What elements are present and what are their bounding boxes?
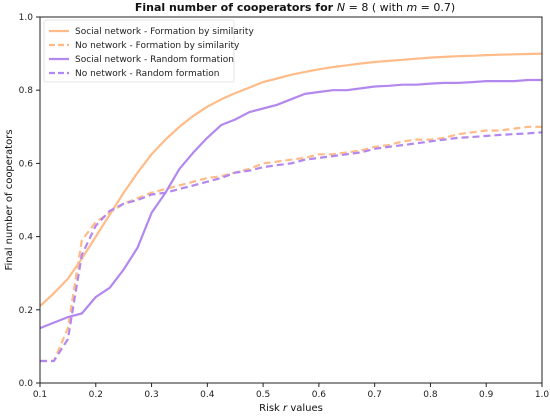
plot-area bbox=[39, 52, 543, 363]
series-line-2 bbox=[40, 125, 542, 363]
series-line-1 bbox=[39, 52, 543, 307]
x-tick-label: 0.4 bbox=[200, 390, 215, 400]
y-tick-label: 0.2 bbox=[19, 306, 33, 316]
y-tick-label: 1.0 bbox=[19, 13, 34, 23]
series-line-3 bbox=[39, 78, 542, 330]
x-axis: 0.1 0.2 0.3 0.4 0.5 0.6 0.7 0.8 0.9 1.0 bbox=[33, 383, 550, 400]
legend-label: No network - Formation by similarity bbox=[75, 41, 240, 51]
series-line-4 bbox=[40, 131, 543, 363]
x-tick-label: 1.0 bbox=[535, 390, 550, 400]
legend-label: No network - Random formation bbox=[75, 69, 219, 79]
legend-label: Social network - Random formation bbox=[75, 55, 234, 65]
x-tick-label: 0.3 bbox=[144, 390, 158, 400]
y-axis-label: Final number of cooperators bbox=[4, 129, 15, 270]
x-tick-label: 0.1 bbox=[33, 390, 47, 400]
legend-box bbox=[43, 19, 235, 83]
x-axis-label: Risk r values bbox=[259, 403, 323, 414]
legend: Social network - Formation by similarity… bbox=[43, 19, 254, 83]
x-tick-label: 0.9 bbox=[479, 390, 494, 400]
chart-title: Final number of cooperators for N = 8 ( … bbox=[135, 1, 455, 14]
x-tick-label: 0.5 bbox=[256, 390, 270, 400]
y-tick-label: 0.6 bbox=[19, 159, 34, 169]
y-tick-label: 0.8 bbox=[19, 86, 34, 96]
x-tick-label: 0.8 bbox=[423, 390, 438, 400]
plot-frame bbox=[39, 16, 543, 384]
x-tick-label: 0.7 bbox=[368, 390, 382, 400]
legend-label: Social network - Formation by similarity bbox=[75, 27, 254, 37]
y-axis: 0.0 0.2 0.4 0.6 0.8 1.0 bbox=[19, 13, 40, 389]
x-tick-label: 0.2 bbox=[89, 390, 103, 400]
y-tick-label: 0.0 bbox=[19, 379, 34, 389]
y-tick-label: 0.4 bbox=[19, 233, 34, 243]
x-tick-label: 0.6 bbox=[312, 390, 327, 400]
